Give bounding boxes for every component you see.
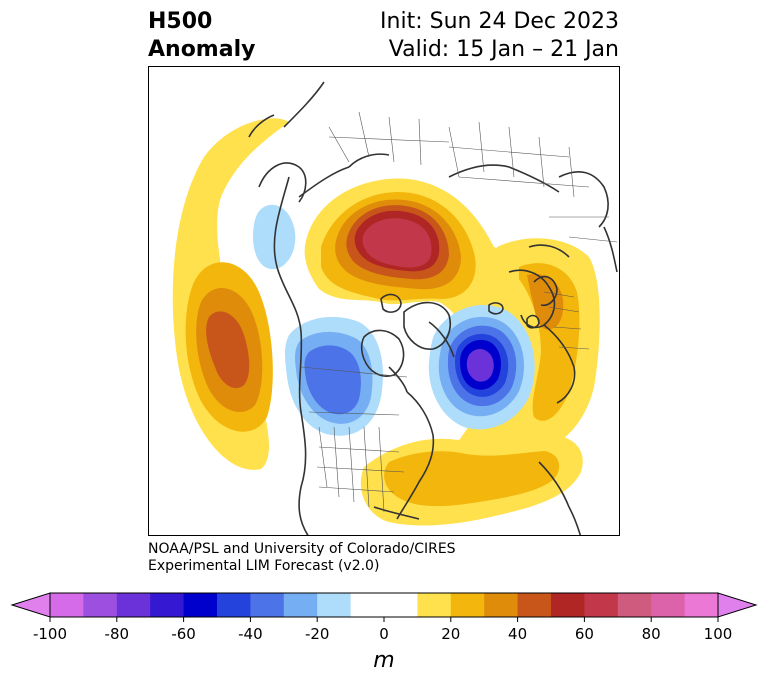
colorbar-cell (283, 593, 318, 617)
colorbar-over-arrow (717, 592, 758, 618)
credit-text: NOAA/PSL and University of Colorado/CIRE… (148, 541, 456, 575)
colorbar-cell (150, 593, 185, 617)
colorbar-cell (384, 593, 418, 617)
colorbar-tick-label: -20 (305, 625, 330, 643)
borders (300, 111, 618, 513)
colorbar-cell (116, 593, 151, 617)
colorbar-tick-label: -60 (171, 625, 196, 643)
colorbar-tick-label: -40 (238, 625, 263, 643)
variable-label: H500 (148, 9, 213, 34)
colorbar-cell (83, 593, 118, 617)
colorbar-cell (617, 593, 652, 617)
init-date: Init: Sun 24 Dec 2023 (380, 9, 619, 34)
colorbar-cell (250, 593, 285, 617)
colorbar-cell (417, 593, 452, 617)
colorbar-cell (684, 593, 719, 617)
atl-trough-core (466, 349, 494, 382)
colorbar-tick-label: 100 (704, 625, 733, 643)
colorbar-cell (350, 593, 385, 617)
colorbar-cells (50, 593, 719, 617)
colorbar-cell (551, 593, 585, 617)
map-panel (148, 66, 620, 536)
colorbar-cell (517, 593, 552, 617)
colorbar-tick-label: 20 (441, 625, 460, 643)
pacific-ridge-core (206, 311, 250, 389)
colorbar-cell (317, 593, 352, 617)
colorbar-tick-label: -100 (33, 625, 67, 643)
coastlines (248, 81, 618, 535)
credit-line-1: NOAA/PSL and University of Colorado/CIRE… (148, 541, 456, 557)
arctic-ridge-core (362, 218, 432, 268)
forecast-dates: Init: Sun 24 Dec 2023 Valid: 15 Jan – 21… (380, 8, 619, 64)
colorbar-cell (484, 593, 519, 617)
valid-date: Valid: 15 Jan – 21 Jan (388, 37, 619, 62)
colorbar-cell (217, 593, 251, 617)
kind-label: Anomaly (148, 37, 256, 62)
colorbar-tick-label: 60 (575, 625, 594, 643)
colorbar-tick-label: 80 (642, 625, 661, 643)
colorbar-tick-label: 0 (379, 625, 389, 643)
colorbar-cell (584, 593, 619, 617)
colorbar: -100 -80 -60 -40 -20 0 20 40 60 80 100 (10, 592, 758, 643)
colorbar-cell (450, 593, 485, 617)
colorbar-tick-label: 40 (508, 625, 527, 643)
anomaly-map (172, 81, 618, 535)
credit-line-2: Experimental LIM Forecast (v2.0) (148, 558, 380, 574)
colorbar-cell (651, 593, 686, 617)
colorbar-ticks: -100 -80 -60 -40 -20 0 20 40 60 80 100 (33, 617, 732, 643)
na-trough-core (304, 345, 361, 415)
colorbar-under-arrow (10, 592, 51, 618)
colorbar-cell (50, 593, 84, 617)
map-title: H500 Anomaly (148, 8, 255, 64)
colorbar-cell (183, 593, 218, 617)
colorbar-unit: m (373, 648, 395, 673)
colorbar-tick-label: -80 (105, 625, 130, 643)
